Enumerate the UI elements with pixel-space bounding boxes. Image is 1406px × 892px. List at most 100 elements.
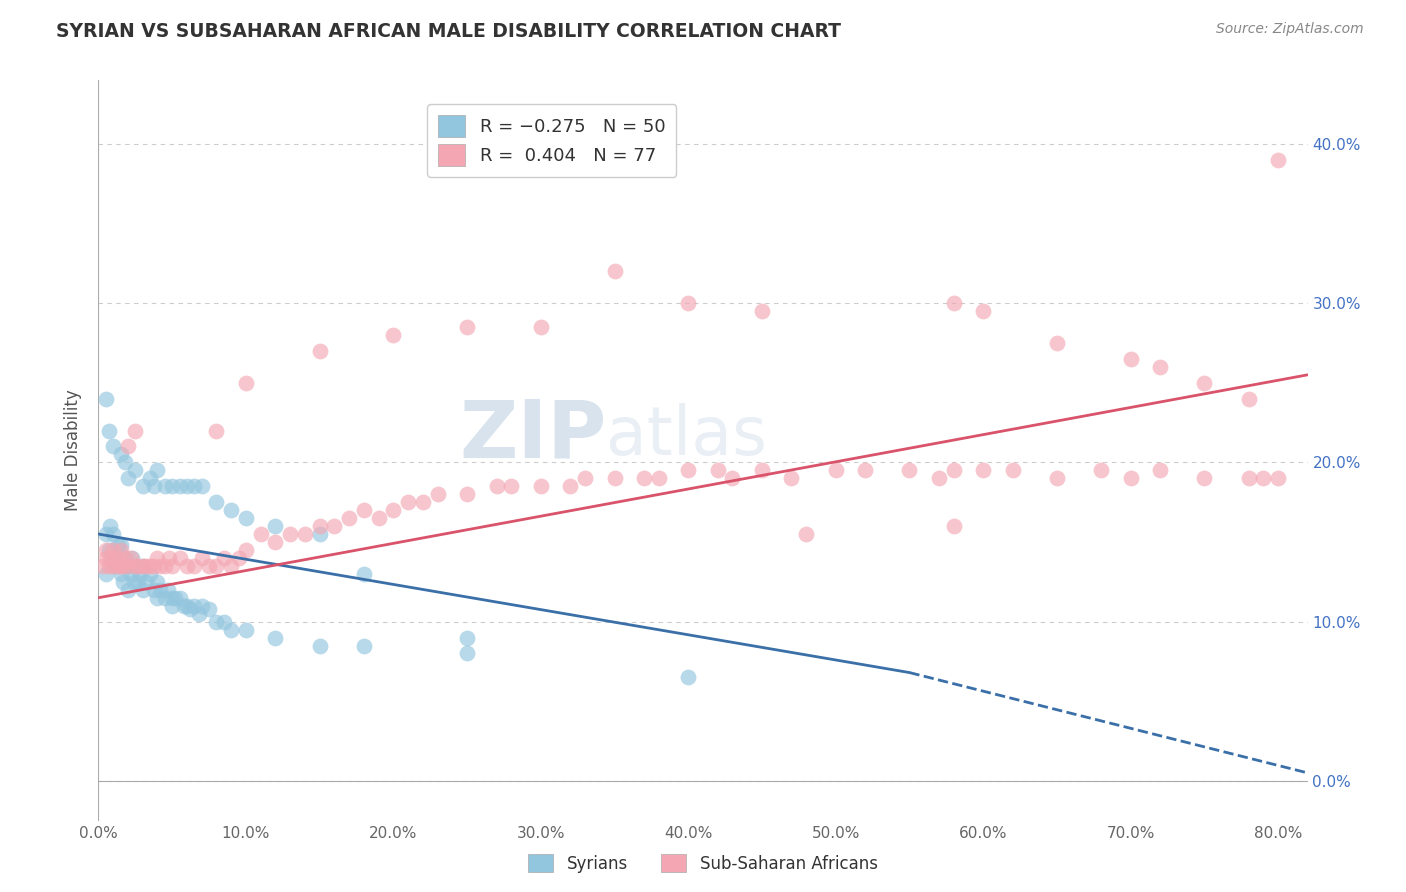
Point: [94, 566, 117, 581]
Point: [501, 479, 523, 493]
Point: [1237, 471, 1260, 485]
Point: [1267, 153, 1289, 167]
Point: [323, 519, 346, 533]
Point: [678, 670, 700, 684]
Point: [942, 519, 965, 533]
Point: [235, 511, 257, 525]
Point: [97, 543, 120, 558]
Point: [173, 599, 195, 613]
Point: [153, 558, 176, 573]
Point: [1046, 471, 1069, 485]
Point: [160, 558, 183, 573]
Point: [382, 328, 405, 343]
Point: [169, 479, 191, 493]
Point: [98, 550, 121, 565]
Point: [139, 566, 162, 581]
Point: [456, 647, 478, 661]
Point: [97, 424, 120, 438]
Point: [179, 602, 201, 616]
Point: [112, 558, 135, 573]
Point: [157, 550, 180, 565]
Point: [110, 558, 132, 573]
Point: [294, 527, 316, 541]
Point: [131, 558, 153, 573]
Point: [94, 392, 117, 406]
Point: [98, 519, 121, 533]
Point: [165, 591, 187, 605]
Point: [382, 503, 405, 517]
Point: [124, 424, 146, 438]
Point: [1119, 351, 1142, 366]
Point: [101, 558, 124, 573]
Point: [1149, 463, 1171, 477]
Point: [530, 479, 553, 493]
Point: [101, 543, 124, 558]
Point: [94, 543, 117, 558]
Point: [127, 574, 149, 589]
Point: [456, 487, 478, 501]
Point: [456, 320, 478, 334]
Point: [560, 479, 582, 493]
Point: [1046, 336, 1069, 351]
Point: [156, 582, 179, 597]
Point: [135, 558, 157, 573]
Point: [942, 463, 965, 477]
Point: [101, 527, 124, 541]
Point: [853, 463, 876, 477]
Point: [603, 471, 626, 485]
Point: [198, 602, 221, 616]
Point: [308, 527, 330, 541]
Point: [353, 639, 375, 653]
Point: [1237, 392, 1260, 406]
Point: [678, 296, 700, 310]
Point: [353, 503, 375, 517]
Point: [121, 550, 143, 565]
Point: [942, 296, 965, 310]
Point: [264, 519, 287, 533]
Point: [131, 479, 153, 493]
Point: [190, 550, 212, 565]
Point: [139, 471, 162, 485]
Point: [308, 343, 330, 358]
Point: [169, 591, 191, 605]
Point: [128, 566, 150, 581]
Point: [146, 591, 169, 605]
Point: [219, 558, 242, 573]
Point: [124, 463, 146, 477]
Point: [160, 599, 183, 613]
Point: [972, 463, 994, 477]
Point: [160, 591, 183, 605]
Point: [149, 558, 172, 573]
Point: [353, 566, 375, 581]
Point: [219, 623, 242, 637]
Point: [127, 558, 149, 573]
Point: [117, 471, 139, 485]
Point: [264, 631, 287, 645]
Point: [337, 511, 360, 525]
Point: [574, 471, 596, 485]
Point: [633, 471, 655, 485]
Point: [219, 503, 242, 517]
Point: [91, 558, 114, 573]
Point: [205, 495, 228, 509]
Point: [117, 558, 139, 573]
Point: [176, 599, 198, 613]
Point: [678, 463, 700, 477]
Point: [972, 304, 994, 318]
Point: [107, 538, 129, 552]
Point: [456, 631, 478, 645]
Legend: Syrians, Sub-Saharan Africans: Syrians, Sub-Saharan Africans: [522, 847, 884, 880]
Point: [160, 479, 183, 493]
Point: [187, 607, 209, 621]
Point: [183, 599, 205, 613]
Point: [94, 550, 117, 565]
Point: [117, 440, 139, 454]
Point: [146, 550, 169, 565]
Point: [110, 543, 132, 558]
Point: [176, 558, 198, 573]
Point: [143, 558, 166, 573]
Point: [1253, 471, 1275, 485]
Text: SYRIAN VS SUBSAHARAN AFRICAN MALE DISABILITY CORRELATION CHART: SYRIAN VS SUBSAHARAN AFRICAN MALE DISABI…: [56, 22, 841, 41]
Point: [1090, 463, 1112, 477]
Point: [212, 550, 235, 565]
